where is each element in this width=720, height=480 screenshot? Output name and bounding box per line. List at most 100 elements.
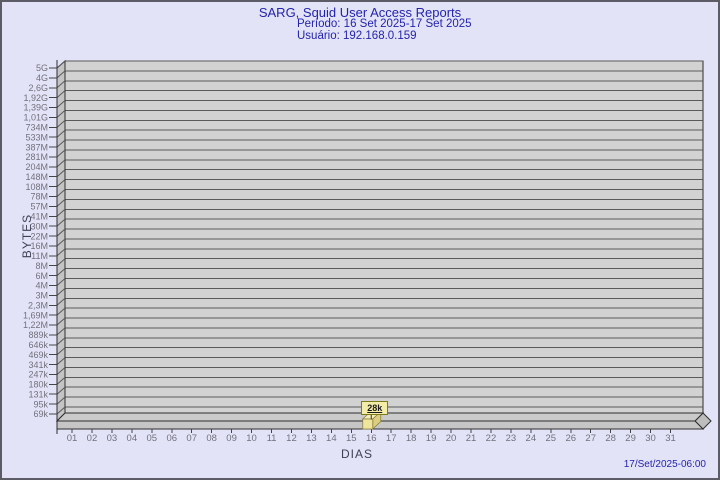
wall-depth-line: [56, 278, 66, 286]
y-tick-label: 30M: [30, 221, 48, 231]
wall-depth-line: [56, 268, 66, 276]
y-tick-label: 281M: [25, 152, 48, 162]
bar-value-callout: 28k: [361, 401, 389, 415]
x-tick-label: 01: [67, 433, 78, 444]
wall-depth-line: [56, 110, 66, 118]
x-tick-label: 15: [346, 433, 357, 444]
x-tick-label: 19: [426, 433, 437, 444]
x-tick-label: 08: [206, 433, 217, 444]
y-tick-label: 95k: [33, 399, 48, 409]
wall-depth-line: [56, 208, 66, 217]
x-tick-label: 11: [267, 433, 277, 444]
wall-depth-line: [56, 228, 66, 237]
x-tick-label: 31: [665, 433, 676, 444]
x-tick-label: 13: [306, 433, 317, 444]
wall-depth-line: [56, 258, 66, 267]
y-tick-label: 5G: [36, 63, 48, 73]
wall-depth-line: [56, 376, 66, 385]
wall-depth-line: [56, 406, 66, 415]
wall-depth-line: [56, 199, 66, 207]
y-tick-label: 2,3M: [28, 300, 48, 310]
y-tick-label: 3M: [35, 291, 48, 301]
wall-depth-line: [56, 396, 66, 405]
wall-depth-line: [56, 248, 66, 257]
y-tick-label: 1,92G: [23, 93, 48, 103]
wall-depth-line: [56, 218, 66, 227]
y-tick-label: 4G: [36, 73, 48, 83]
y-tick-label: 469k: [28, 350, 48, 360]
x-tick-label: 14: [326, 433, 337, 444]
wall-depth-line: [56, 327, 66, 336]
wall-depth-line: [56, 357, 66, 365]
y-tick-label: 1,22M: [23, 320, 48, 330]
x-tick-label: 18: [406, 433, 417, 444]
chart-subtitle-period: Período: 16 Set 2025-17 Set 2025: [297, 18, 472, 30]
y-tick-label: 2,6G: [28, 83, 48, 93]
plot-area: [64, 60, 704, 414]
x-tick-label: 02: [87, 433, 98, 444]
y-tick-label: 1,01G: [23, 113, 48, 123]
wall-depth-line: [56, 90, 66, 99]
wall-depth-line: [56, 297, 66, 306]
y-tick-label: 4M: [35, 281, 48, 291]
y-tick-label: 646k: [28, 340, 48, 350]
y-tick-label: 148M: [25, 172, 48, 182]
x-tick-label: 24: [526, 433, 537, 444]
x-tick-label: 29: [625, 433, 636, 444]
x-tick-label: 27: [585, 433, 596, 444]
y-tick-label: 734M: [25, 123, 48, 133]
x-tick-label: 17: [386, 433, 397, 444]
x-tick-label: 09: [226, 433, 237, 444]
y-tick-label: 8M: [35, 261, 48, 271]
x-tick-label: 23: [506, 433, 517, 444]
x-tick-label: 20: [446, 433, 457, 444]
y-tick-label: 16M: [30, 241, 48, 251]
y-tick-label: 533M: [25, 132, 48, 142]
y-tick-label: 180k: [28, 380, 48, 390]
wall-depth-line: [56, 129, 66, 138]
wall-depth-line: [56, 288, 66, 296]
wall-depth-line: [56, 337, 66, 346]
chart-title: SARG, Squid User Access Reports: [258, 5, 462, 20]
x-tick-label: 10: [246, 433, 257, 444]
wall-depth-line: [56, 307, 66, 316]
y-tick-label: 131k: [28, 389, 48, 399]
x-tick-label: 28: [605, 433, 616, 444]
y-tick-label: 1,69M: [23, 310, 48, 320]
x-tick-label: 22: [486, 433, 497, 444]
wall-depth-line: [56, 100, 66, 108]
wall-depth-line: [56, 119, 66, 128]
y-tick-label: 57M: [30, 202, 48, 212]
y-tick-label: 69k: [33, 409, 48, 419]
x-tick-label: 25: [546, 433, 557, 444]
y-tick-label: 387M: [25, 142, 48, 152]
wall-depth-line: [56, 189, 66, 197]
x-tick-label: 07: [186, 433, 197, 444]
y-tick-label: 889k: [28, 330, 48, 340]
data-bar: [362, 418, 374, 430]
y-tick-label: 11M: [31, 251, 48, 261]
left-wall: [56, 59, 66, 423]
x-tick-label: 21: [466, 433, 477, 444]
x-tick-label: 03: [107, 433, 118, 444]
y-tick-label: 1,39G: [23, 103, 48, 113]
wall-depth-line: [56, 70, 66, 79]
x-tick-label: 12: [286, 433, 297, 444]
wall-depth-line: [56, 149, 66, 158]
x-tick-label: 26: [565, 433, 576, 444]
wall-depth-line: [56, 169, 66, 178]
y-tick-label: 41M: [30, 211, 48, 221]
wall-depth-line: [56, 238, 66, 247]
wall-depth-line: [56, 347, 66, 356]
y-tick-label: 22M: [30, 231, 48, 241]
wall-depth-line: [56, 80, 66, 89]
y-tick-label: 341k: [28, 360, 48, 370]
x-tick-label: 04: [127, 433, 138, 444]
wall-depth-line: [56, 179, 66, 188]
wall-depth-line: [56, 60, 66, 69]
y-tick-label: 108M: [25, 182, 48, 192]
y-tick-label: 6M: [35, 271, 48, 281]
x-tick-label: 30: [645, 433, 656, 444]
x-tick-label: 16: [366, 433, 377, 444]
